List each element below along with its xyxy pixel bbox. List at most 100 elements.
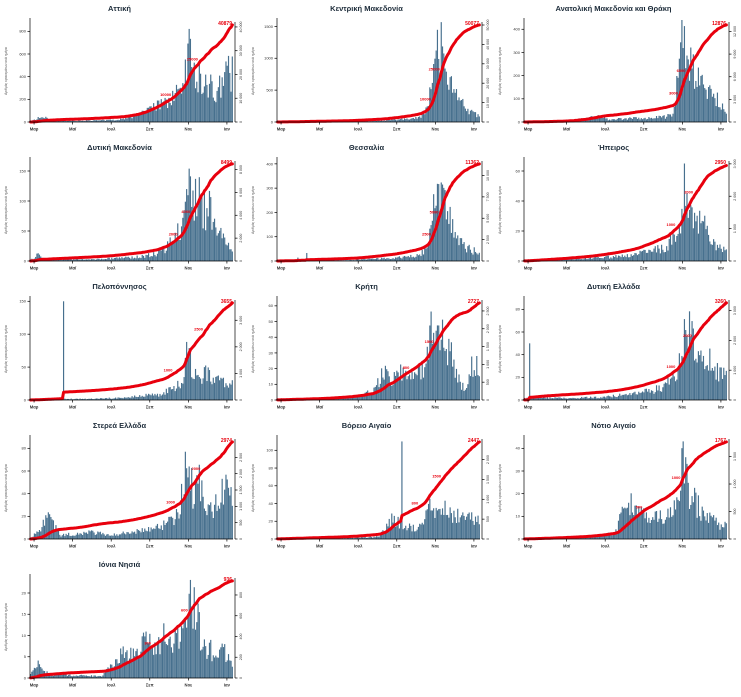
daily-bar <box>668 114 670 122</box>
daily-bar <box>438 509 440 539</box>
daily-bar <box>76 532 79 539</box>
daily-bar <box>208 190 211 261</box>
daily-bar <box>92 259 94 261</box>
left-tick-label: 20 <box>22 590 27 595</box>
daily-bar <box>230 660 232 678</box>
daily-bar <box>202 646 204 678</box>
daily-bar <box>551 398 554 400</box>
daily-bar <box>422 254 425 261</box>
milestone-label: 25000 <box>429 66 441 71</box>
daily-bar <box>95 398 98 400</box>
left-tick-label: 20 <box>516 375 521 380</box>
daily-bar <box>131 256 133 261</box>
daily-bar <box>88 120 90 122</box>
daily-bar <box>374 120 376 122</box>
daily-bar <box>168 97 170 122</box>
daily-bar <box>216 376 218 400</box>
daily-bar <box>75 121 77 122</box>
daily-bar <box>182 502 184 539</box>
daily-bar <box>392 522 394 539</box>
daily-bar <box>375 258 378 261</box>
daily-bar <box>710 515 712 539</box>
daily-bar <box>120 397 122 400</box>
chart-card: Στερεά Ελλάδα 0 20 40 60 80 0 500 1 000 1 500 2 00… <box>0 417 247 556</box>
right-tick-label: 10 000 <box>486 97 490 108</box>
daily-bar <box>720 524 722 539</box>
right-tick-label: 0 <box>733 399 737 401</box>
daily-bar <box>441 46 444 122</box>
x-tick-label: Ιουλ <box>601 544 610 549</box>
daily-bar <box>112 535 114 539</box>
daily-bar <box>448 89 450 122</box>
daily-bar <box>473 524 475 539</box>
daily-bar <box>55 525 57 539</box>
daily-bar <box>564 259 566 261</box>
daily-bar <box>37 660 39 678</box>
daily-bar <box>102 398 104 400</box>
daily-bar <box>581 259 583 261</box>
daily-bar <box>603 256 606 261</box>
daily-bar <box>408 257 411 261</box>
daily-bar <box>619 514 621 539</box>
daily-bar <box>438 325 440 400</box>
daily-bar <box>76 398 79 400</box>
right-tick-label: 20 000 <box>486 78 490 89</box>
daily-bar <box>445 349 447 400</box>
daily-bar <box>652 517 654 539</box>
daily-bar <box>202 92 204 122</box>
axes <box>276 435 483 540</box>
daily-bar <box>468 374 470 400</box>
daily-bar <box>624 394 626 400</box>
daily-bar <box>458 245 460 261</box>
daily-bar <box>351 537 354 539</box>
right-tick-label: 7 500 <box>486 192 490 201</box>
daily-bar <box>113 120 115 122</box>
left-tick-label: 10 <box>516 514 521 519</box>
daily-bar <box>220 502 222 539</box>
daily-bar <box>569 398 571 400</box>
daily-bar <box>179 514 181 539</box>
total-cases-label: 2447 <box>468 438 479 444</box>
chart-title: Δυτική Ελλάδα <box>587 282 640 291</box>
daily-bar <box>607 120 609 122</box>
daily-bar <box>121 397 123 400</box>
daily-bar <box>224 489 226 539</box>
daily-bar <box>159 109 161 122</box>
daily-bar <box>193 587 195 678</box>
left-tick-label: 10 <box>22 633 27 638</box>
daily-bar <box>624 507 626 539</box>
milestone-label: 1000 <box>666 364 676 369</box>
daily-bar <box>172 90 174 122</box>
daily-bar <box>403 528 406 539</box>
daily-bar <box>211 661 213 678</box>
daily-bar <box>659 391 661 400</box>
daily-bar <box>106 397 108 400</box>
milestone-label: 300 <box>144 640 151 645</box>
chart-title: Ιόνια Νησιά <box>99 560 141 569</box>
daily-bar <box>673 376 675 400</box>
daily-bar <box>163 623 165 678</box>
daily-bar <box>378 387 380 400</box>
daily-bar <box>126 532 128 539</box>
daily-bar <box>378 120 380 122</box>
daily-bar <box>59 259 61 261</box>
daily-bar <box>141 528 143 539</box>
daily-bar <box>55 674 57 678</box>
daily-bar <box>467 384 469 400</box>
left-tick-label: 60 <box>516 329 521 334</box>
daily-bar <box>69 259 71 261</box>
daily-bar <box>174 391 176 400</box>
daily-bar <box>128 257 131 261</box>
daily-bar <box>64 536 66 539</box>
right-tick-label: 1 000 <box>486 495 490 504</box>
y-axis-label: Αριθμός κρουσμάτων ανά ημέρα <box>498 464 502 512</box>
daily-bar <box>393 258 395 261</box>
daily-bar <box>540 396 542 400</box>
right-tick-label: 3 000 <box>733 95 737 104</box>
daily-bar <box>696 86 698 122</box>
daily-bar <box>639 513 641 539</box>
daily-bar <box>478 376 480 400</box>
